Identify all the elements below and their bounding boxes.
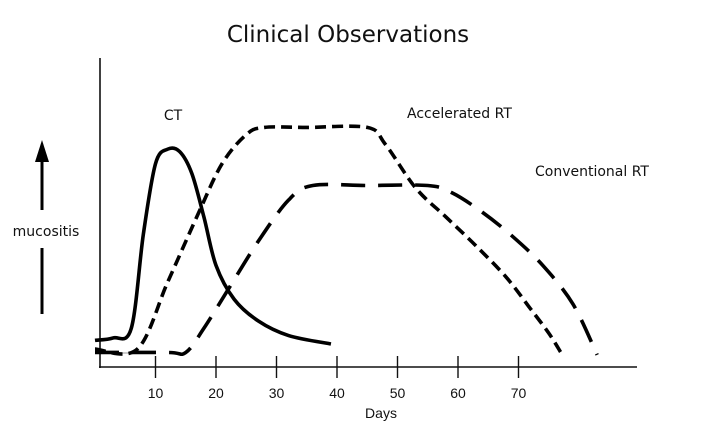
- series-line-ct: [94, 146, 332, 346]
- series-line-conventional-rt: [94, 182, 599, 357]
- x-tick-label: 50: [390, 385, 406, 401]
- series-line-accelerated-rt: [94, 124, 563, 356]
- chart-title: Clinical Observations: [227, 22, 469, 48]
- accelerated-rt-label: Accelerated RT: [407, 106, 512, 122]
- x-axis-label: Days: [365, 405, 397, 421]
- y-axis-label: mucositis: [13, 224, 80, 240]
- x-tick-label: 30: [269, 385, 285, 401]
- x-tick-label: 10: [148, 385, 164, 401]
- x-tick-label: 70: [511, 385, 527, 401]
- x-tick-label: 40: [329, 385, 345, 401]
- y-axis-arrow: [35, 140, 49, 314]
- x-tick-label: 60: [450, 385, 466, 401]
- conventional-rt-label: Conventional RT: [535, 164, 649, 180]
- x-tick-label: 20: [208, 385, 224, 401]
- ct-label: CT: [164, 108, 183, 124]
